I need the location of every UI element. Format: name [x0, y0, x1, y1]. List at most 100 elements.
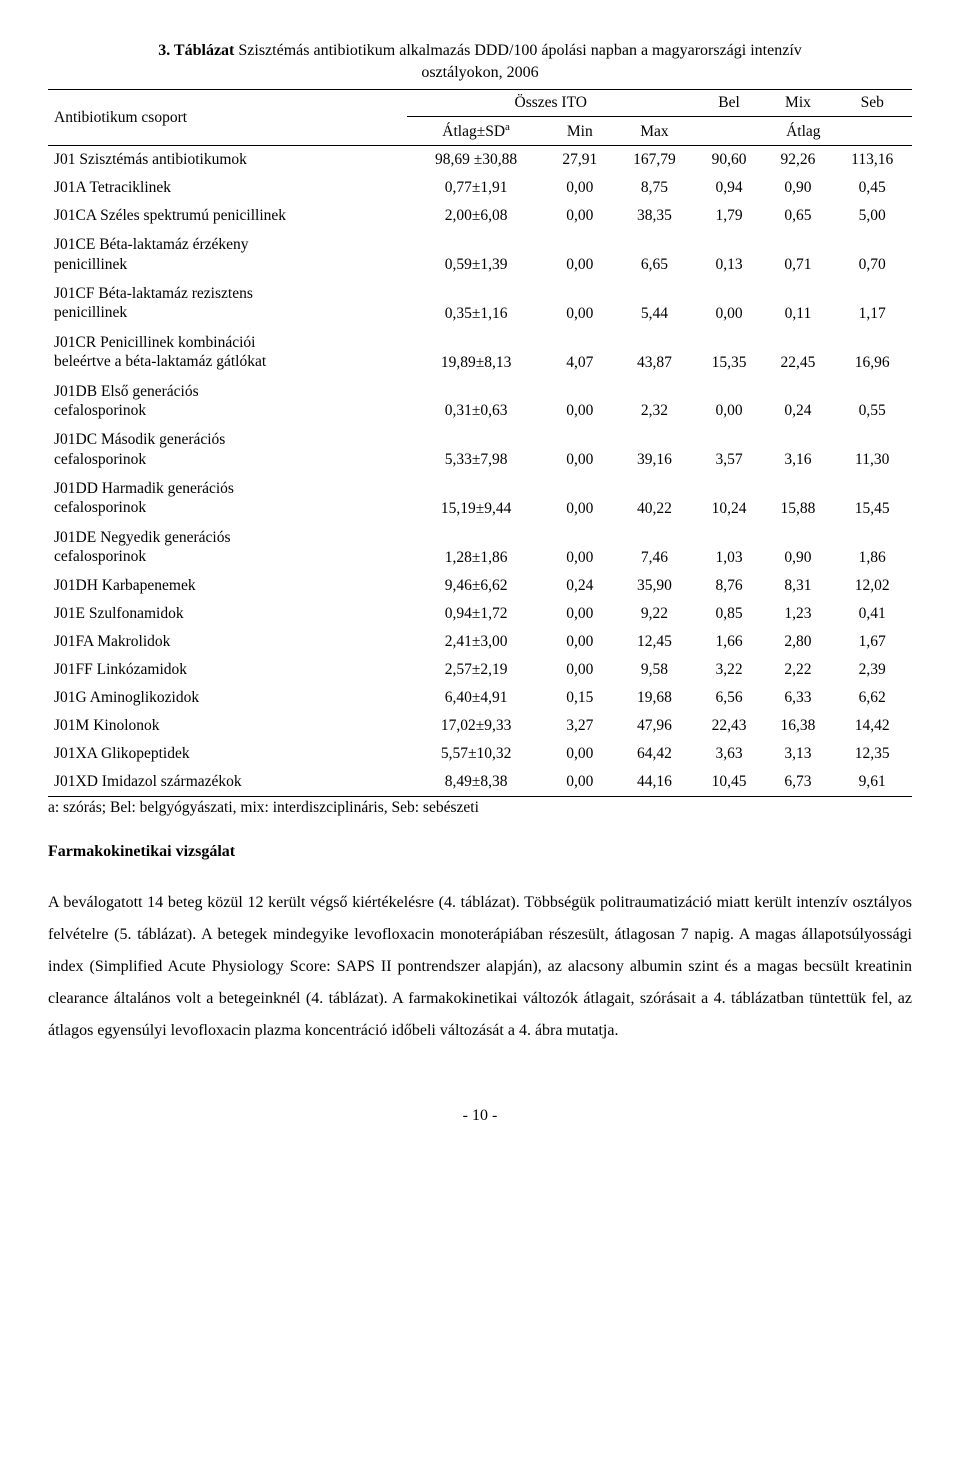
cell-bel: 0,00 — [695, 377, 764, 426]
cell-min: 0,00 — [545, 230, 614, 279]
title-text-2: osztályokon, 2006 — [421, 64, 538, 81]
cell-min: 0,00 — [545, 174, 614, 202]
cell-sd: 1,28±1,86 — [407, 523, 545, 572]
row-label: J01XA Glikopeptidek — [48, 740, 407, 768]
table-row: J01XD Imidazol származékok8,49±8,380,004… — [48, 768, 912, 797]
header-row-1: Antibiotikum csoport Összes ITO Bel Mix … — [48, 90, 912, 117]
cell-mix: 16,38 — [764, 712, 833, 740]
cell-sd: 0,31±0,63 — [407, 377, 545, 426]
table-row: J01DE Negyedik generációscefalosporinok1… — [48, 523, 912, 572]
table-row: J01FF Linkózamidok2,57±2,190,009,583,222… — [48, 656, 912, 684]
row-label: J01CR Penicillinek kombinációibeleértve … — [48, 328, 407, 377]
cell-sd: 19,89±8,13 — [407, 328, 545, 377]
col-osszes: Összes ITO — [407, 90, 695, 117]
table-row: J01M Kinolonok17,02±9,333,2747,9622,4316… — [48, 712, 912, 740]
row-label: J01DD Harmadik generációscefalosporinok — [48, 474, 407, 523]
table-row: J01CE Béta-laktamáz érzékenypenicillinek… — [48, 230, 912, 279]
cell-mix: 22,45 — [764, 328, 833, 377]
cell-bel: 3,63 — [695, 740, 764, 768]
cell-mix: 6,33 — [764, 684, 833, 712]
page-number: - 10 - — [48, 1107, 912, 1125]
table-row: J01G Aminoglikozidok6,40±4,910,1519,686,… — [48, 684, 912, 712]
section-heading: Farmakokinetikai vizsgálat — [48, 843, 912, 861]
row-label: J01G Aminoglikozidok — [48, 684, 407, 712]
cell-mix: 0,90 — [764, 174, 833, 202]
cell-seb: 16,96 — [832, 328, 912, 377]
table-row: J01CR Penicillinek kombinációibeleértve … — [48, 328, 912, 377]
cell-seb: 15,45 — [832, 474, 912, 523]
cell-seb: 113,16 — [832, 146, 912, 175]
title-bold: 3. Táblázat — [158, 42, 234, 59]
cell-sd: 0,94±1,72 — [407, 600, 545, 628]
cell-bel: 1,03 — [695, 523, 764, 572]
cell-mix: 3,13 — [764, 740, 833, 768]
cell-max: 40,22 — [614, 474, 694, 523]
table-row: J01 Szisztémás antibiotikumok98,69 ±30,8… — [48, 146, 912, 175]
table-row: J01A Tetraciklinek0,77±1,910,008,750,940… — [48, 174, 912, 202]
cell-seb: 0,45 — [832, 174, 912, 202]
cell-max: 47,96 — [614, 712, 694, 740]
mean-sd-text: Átlag±SD — [442, 123, 505, 140]
col-mix: Mix — [764, 90, 833, 117]
table-row: J01DH Karbapenemek9,46±6,620,2435,908,76… — [48, 572, 912, 600]
cell-seb: 12,35 — [832, 740, 912, 768]
cell-min: 0,15 — [545, 684, 614, 712]
col-group: Antibiotikum csoport — [48, 90, 407, 146]
cell-min: 0,00 — [545, 279, 614, 328]
cell-mix: 0,71 — [764, 230, 833, 279]
row-label: J01DC Második generációscefalosporinok — [48, 425, 407, 474]
cell-mix: 2,22 — [764, 656, 833, 684]
cell-seb: 12,02 — [832, 572, 912, 600]
row-label: J01M Kinolonok — [48, 712, 407, 740]
cell-seb: 1,86 — [832, 523, 912, 572]
row-label: J01DB Első generációscefalosporinok — [48, 377, 407, 426]
cell-seb: 0,41 — [832, 600, 912, 628]
cell-seb: 14,42 — [832, 712, 912, 740]
cell-min: 0,00 — [545, 768, 614, 797]
cell-bel: 0,85 — [695, 600, 764, 628]
table-row: J01CA Széles spektrumú penicillinek2,00±… — [48, 202, 912, 230]
col-mean: Átlag — [695, 117, 912, 146]
cell-max: 38,35 — [614, 202, 694, 230]
cell-min: 0,24 — [545, 572, 614, 600]
cell-min: 27,91 — [545, 146, 614, 175]
cell-mix: 0,65 — [764, 202, 833, 230]
cell-seb: 2,39 — [832, 656, 912, 684]
cell-bel: 0,00 — [695, 279, 764, 328]
table-row: J01XA Glikopeptidek5,57±10,320,0064,423,… — [48, 740, 912, 768]
cell-min: 0,00 — [545, 202, 614, 230]
cell-bel: 8,76 — [695, 572, 764, 600]
cell-bel: 1,66 — [695, 628, 764, 656]
cell-mix: 15,88 — [764, 474, 833, 523]
cell-min: 0,00 — [545, 425, 614, 474]
cell-sd: 6,40±4,91 — [407, 684, 545, 712]
cell-mix: 1,23 — [764, 600, 833, 628]
cell-seb: 11,30 — [832, 425, 912, 474]
cell-sd: 5,57±10,32 — [407, 740, 545, 768]
cell-mix: 8,31 — [764, 572, 833, 600]
col-seb: Seb — [832, 90, 912, 117]
cell-seb: 6,62 — [832, 684, 912, 712]
row-label: J01FA Makrolidok — [48, 628, 407, 656]
cell-sd: 0,35±1,16 — [407, 279, 545, 328]
cell-bel: 10,24 — [695, 474, 764, 523]
cell-max: 9,58 — [614, 656, 694, 684]
cell-min: 0,00 — [545, 600, 614, 628]
row-label: J01E Szulfonamidok — [48, 600, 407, 628]
cell-min: 0,00 — [545, 628, 614, 656]
table-row: J01CF Béta-laktamáz rezisztenspenicillin… — [48, 279, 912, 328]
cell-sd: 98,69 ±30,88 — [407, 146, 545, 175]
table-row: J01DC Második generációscefalosporinok5,… — [48, 425, 912, 474]
row-label: J01A Tetraciklinek — [48, 174, 407, 202]
cell-seb: 1,17 — [832, 279, 912, 328]
cell-sd: 17,02±9,33 — [407, 712, 545, 740]
cell-max: 9,22 — [614, 600, 694, 628]
row-label: J01DH Karbapenemek — [48, 572, 407, 600]
cell-mix: 0,90 — [764, 523, 833, 572]
cell-max: 167,79 — [614, 146, 694, 175]
row-label: J01CE Béta-laktamáz érzékenypenicillinek — [48, 230, 407, 279]
cell-bel: 22,43 — [695, 712, 764, 740]
cell-mix: 0,24 — [764, 377, 833, 426]
cell-mix: 6,73 — [764, 768, 833, 797]
table-title: 3. Táblázat Szisztémás antibiotikum alka… — [48, 40, 912, 83]
